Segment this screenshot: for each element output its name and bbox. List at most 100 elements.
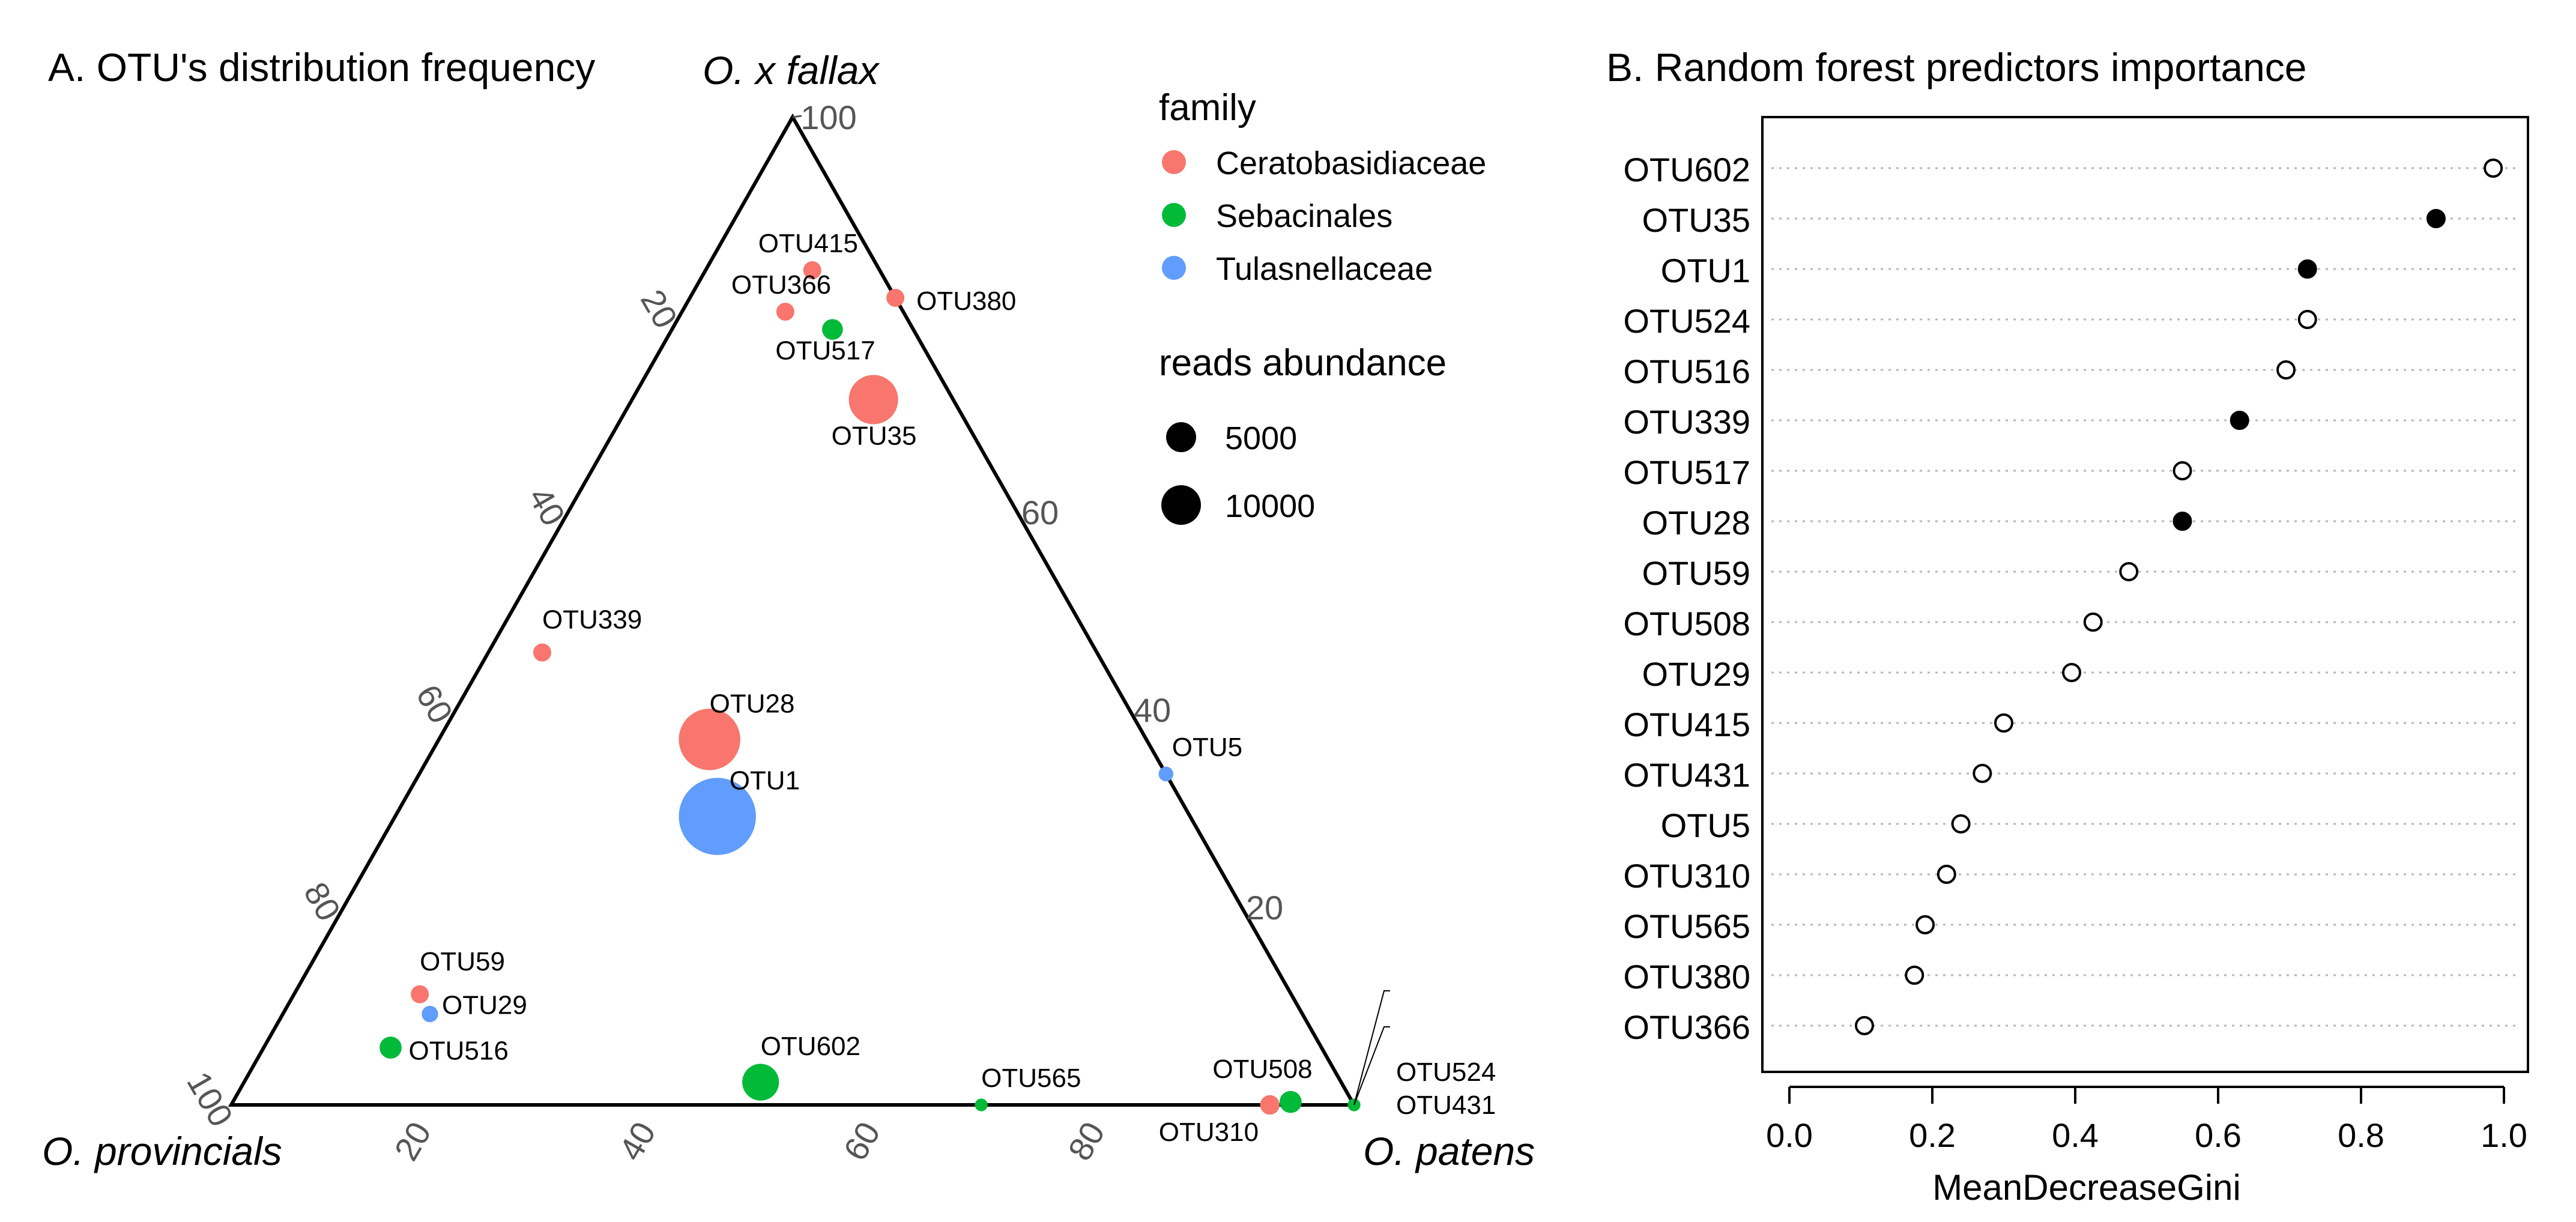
x-axis-label: MeanDecreaseGini	[1932, 1167, 2241, 1208]
legend-family-label: Ceratobasidiaceae	[1216, 145, 1486, 181]
left-tick-label: 80	[297, 876, 348, 927]
category-label: OTU415	[1623, 706, 1750, 743]
dot-point	[2230, 411, 2249, 430]
ternary-panel: A. OTU's distribution frequency 20 40 60 80…	[42, 45, 1535, 1173]
right-tick-label: 60	[1021, 494, 1059, 531]
category-label: OTU366	[1623, 1008, 1750, 1046]
bottom-tick-label: 60	[836, 1116, 887, 1167]
data-point	[848, 375, 898, 425]
point-label: OTU366	[731, 270, 831, 300]
ternary-points	[379, 261, 1361, 1115]
dot-point	[1905, 966, 1924, 985]
point-label: OTU602	[761, 1032, 860, 1061]
legend-size-label: 5000	[1225, 420, 1297, 456]
legend-family-label: Sebacinales	[1216, 198, 1392, 234]
category-label: OTU431	[1623, 756, 1750, 794]
legend-family-label: Tulasnellaceae	[1216, 251, 1433, 287]
category-label: OTU508	[1623, 605, 1750, 643]
legend-family-swatch	[1162, 203, 1186, 227]
data-point	[411, 985, 429, 1003]
legend-size-label: 10000	[1225, 488, 1315, 524]
dotchart-category-labels: OTU602 OTU35 OTU1 OTU524 OTU516 OTU339 OTU517 O…	[1623, 151, 1750, 1046]
dot-point	[2119, 562, 2139, 581]
left-tick-label: 60	[409, 679, 461, 730]
point-label: OTU28	[710, 689, 795, 718]
category-label: OTU517	[1623, 453, 1750, 491]
x-axis: 0.0 0.2 0.4 0.6 0.8 1.0	[1766, 1086, 2527, 1154]
dot-point	[2083, 613, 2103, 632]
x-tick-label: 0.6	[2195, 1116, 2242, 1154]
data-point	[803, 261, 821, 279]
dot-point	[1994, 713, 2013, 733]
left-tick-label: 40	[521, 481, 573, 532]
point-label: OTU380	[916, 286, 1016, 316]
point-label: OTU415	[758, 229, 858, 258]
data-point	[1279, 1090, 1302, 1113]
data-point	[776, 303, 794, 321]
point-label: OTU524	[1396, 1057, 1496, 1087]
legend-families: Ceratobasidiaceae Sebacinales Tulasnellace…	[1162, 145, 1486, 287]
right-tick-label: 20	[1246, 889, 1283, 927]
point-label: OTU517	[775, 336, 875, 366]
point-label: OTU516	[409, 1036, 509, 1066]
legend-family-title: family	[1159, 87, 1256, 129]
data-point	[533, 643, 551, 662]
category-label: OTU29	[1642, 655, 1751, 693]
data-point	[886, 289, 905, 307]
legend-size-swatch	[1166, 422, 1196, 452]
dot-point	[2297, 259, 2317, 279]
vertex-label-left: O. provincials	[42, 1129, 282, 1173]
bottom-tick-label: 40	[611, 1116, 663, 1167]
plot-frame	[1761, 116, 2529, 1073]
data-point	[742, 1063, 779, 1101]
point-label: OTU59	[420, 947, 505, 976]
point-label: OTU310	[1159, 1118, 1259, 1147]
legend-family-swatch	[1162, 256, 1186, 280]
ternary-triangle	[228, 113, 1358, 1107]
data-point	[1260, 1095, 1280, 1115]
x-tick-label: 0.0	[1766, 1116, 1813, 1154]
point-label: OTU5	[1172, 733, 1242, 762]
category-label: OTU602	[1623, 151, 1750, 189]
legend-size-swatch	[1161, 485, 1201, 525]
legend-sizes: 5000 10000	[1161, 420, 1315, 525]
category-label: OTU310	[1623, 857, 1750, 895]
x-tick-label: 0.8	[2338, 1116, 2384, 1154]
bottom-tick-label: 80	[1060, 1116, 1112, 1167]
category-label: OTU28	[1642, 504, 1751, 542]
dotchart-panel: B. Random forest predictors importance O…	[1606, 45, 2529, 1208]
dot-point	[2172, 461, 2192, 480]
legend-size-title: reads abundance	[1159, 342, 1447, 384]
category-label: OTU380	[1623, 958, 1750, 996]
legend-family-swatch	[1162, 150, 1186, 174]
dot-point	[1973, 764, 1992, 783]
leader-line	[1353, 990, 1390, 1106]
top-tick-mark	[792, 115, 802, 118]
category-label: OTU516	[1623, 352, 1750, 390]
data-point	[975, 1098, 988, 1112]
point-label: OTU339	[542, 605, 642, 635]
ternary-tick-labels: 20 40 60 80 100 20 40 60 20 40 60 80 100	[180, 98, 1283, 1167]
dot-point	[2484, 159, 2503, 178]
x-tick-label: 0.4	[2052, 1116, 2099, 1154]
legend: family Ceratobasidiaceae Sebacinales Tulas…	[1159, 87, 1486, 525]
dotchart-gridlines	[1771, 167, 2519, 1027]
vertex-label-right: O. patens	[1363, 1129, 1535, 1173]
vertex-label-top: O. x fallax	[703, 48, 880, 92]
left-tick-label: 20	[633, 283, 685, 334]
dot-point	[2276, 360, 2296, 380]
point-label: OTU1	[730, 766, 800, 796]
category-label: OTU5	[1661, 806, 1750, 844]
dotchart-points	[1854, 159, 2503, 1035]
dot-point	[2172, 512, 2192, 531]
dot-point	[1854, 1016, 1874, 1035]
dot-point	[1915, 915, 1935, 934]
top-tick-label: 100	[800, 98, 856, 136]
x-tick-label: 0.2	[1909, 1116, 1956, 1154]
data-point	[379, 1036, 402, 1059]
dot-point	[2062, 663, 2082, 682]
dot-point	[2426, 209, 2446, 228]
category-label: OTU524	[1623, 302, 1750, 340]
left-tick-label: 100	[180, 1065, 240, 1133]
category-label: OTU565	[1623, 907, 1750, 945]
